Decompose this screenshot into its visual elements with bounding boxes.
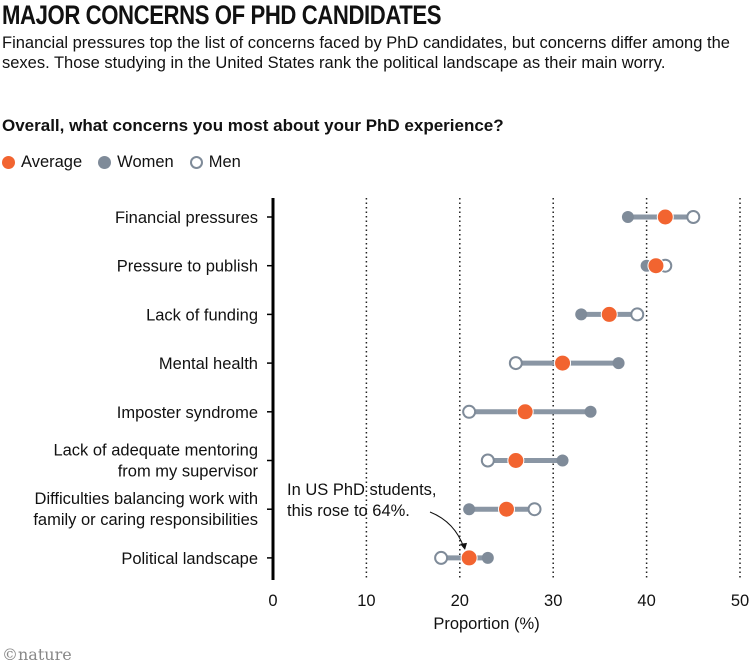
category-label: Political landscape (121, 550, 258, 568)
x-tick-label: 30 (544, 592, 562, 610)
average-point (507, 452, 525, 469)
annotation-text: this rose to 64%. (287, 502, 410, 520)
legend: Average Women Men (2, 153, 241, 172)
annotation-arrowhead (460, 542, 467, 550)
women-point (481, 551, 494, 564)
legend-average-marker (2, 156, 15, 169)
men-point (686, 210, 701, 224)
x-tick-label: 20 (451, 592, 469, 610)
men-point (462, 404, 477, 419)
category-label: Lack of adequate mentoring (53, 442, 258, 460)
x-tick-label: 40 (637, 592, 655, 610)
men-point (630, 307, 645, 322)
legend-women-label: Women (117, 153, 174, 171)
category-label: Lack of funding (146, 306, 258, 324)
legend-men-marker (189, 156, 203, 169)
category-label: Financial pressures (115, 209, 258, 227)
average-point (600, 305, 618, 323)
survey-question: Overall, what concerns you most about yo… (2, 116, 504, 135)
x-tick-label: 50 (731, 592, 749, 610)
average-point (498, 500, 515, 518)
nature-logo: ©nature (2, 645, 72, 664)
category-label: Difficulties balancing work with (35, 490, 258, 508)
average-point (647, 257, 665, 275)
men-point (434, 550, 449, 565)
x-axis-label: Proportion (%) (433, 615, 539, 633)
women-point (612, 357, 625, 370)
women-point (575, 308, 588, 321)
men-point (527, 502, 542, 517)
women-point (621, 211, 634, 223)
legend-average-label: Average (21, 153, 83, 171)
legend-women-marker (98, 156, 112, 169)
legend-men-label: Men (208, 153, 241, 171)
category-label: from my supervisor (118, 463, 259, 481)
women-point (463, 503, 476, 516)
men-point (480, 453, 495, 468)
women-point (556, 454, 569, 467)
x-tick-label: 10 (357, 592, 375, 610)
category-label: family or caring responsibilities (33, 511, 258, 529)
women-point (584, 405, 597, 418)
category-label: Imposter syndrome (117, 404, 258, 422)
average-point (554, 354, 572, 372)
average-point (460, 549, 478, 567)
category-label: Mental health (159, 355, 258, 373)
average-point (656, 208, 674, 226)
average-point (516, 403, 534, 421)
chart-subtitle: Financial pressures top the list of conc… (2, 34, 730, 72)
men-point (508, 356, 523, 371)
x-tick-label: 0 (268, 592, 277, 610)
annotation-text: In US PhD students, (287, 481, 437, 499)
chart-title: MAJOR CONCERNS OF PHD CANDIDATES (2, 0, 442, 30)
category-label: Pressure to publish (117, 258, 258, 276)
annotation-arrow (429, 511, 465, 549)
